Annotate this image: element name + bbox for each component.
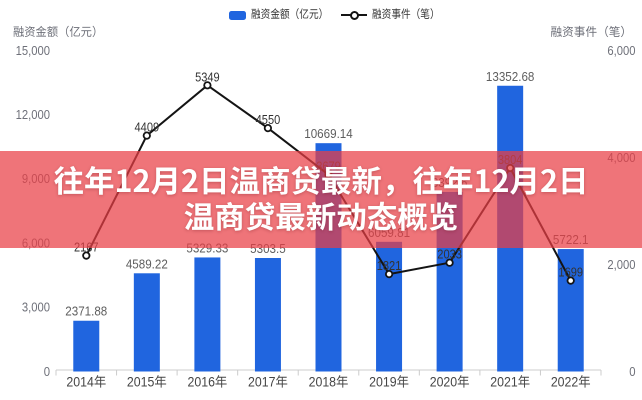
right-axis-title: 融资事件（笔）: [550, 25, 632, 39]
line-value-label: 4550: [256, 113, 281, 127]
line-point-marker[interactable]: [445, 258, 454, 267]
title-banner-overlay: 往年12月2日温商贷最新，往年12月2日 温商贷最新动态概览: [0, 151, 642, 248]
x-axis-category-label: 2014年: [66, 375, 106, 390]
line-point-marker[interactable]: [203, 81, 212, 90]
bar-value-label: 4589.22: [126, 256, 168, 271]
right-axis-tick-label: 0: [629, 365, 635, 379]
line-value-label: 1699: [558, 266, 583, 280]
funding-amount-bar[interactable]: [194, 257, 221, 372]
line-point-marker[interactable]: [142, 131, 151, 140]
legend-item-line-series[interactable]: 融资事件（笔）: [341, 8, 440, 22]
line-value-label: 2033: [437, 248, 462, 262]
line-value-label: 5349: [195, 70, 220, 84]
bar-value-label: 13352.68: [486, 69, 535, 84]
x-axis-category-label: 2016年: [187, 375, 227, 390]
banner-title-line2: 温商贷最新动态概览: [183, 192, 459, 237]
line-series-marker-icon: [341, 10, 367, 20]
line-value-label: 1821: [377, 259, 402, 273]
line-point-marker[interactable]: [82, 251, 91, 260]
line-point-marker[interactable]: [263, 124, 272, 133]
line-icon-ring: [349, 10, 359, 20]
left-axis-tick-label: 15,000: [16, 44, 50, 58]
chart-legend: 融资金额（亿元） 融资事件（笔）: [229, 6, 440, 24]
x-axis-category-label: 2019年: [369, 375, 409, 390]
line-point-marker[interactable]: [384, 269, 394, 279]
funding-amount-bar[interactable]: [73, 320, 100, 372]
x-axis-category-label: 2017年: [248, 375, 288, 390]
left-axis-tick-label: 3,000: [22, 301, 50, 315]
bar-value-label: 2371.88: [65, 304, 107, 319]
bar-value-label: 10669.14: [304, 126, 353, 141]
x-axis-category-label: 2022年: [551, 375, 591, 390]
left-axis-tick-label: 0: [44, 365, 50, 379]
funding-amount-bar[interactable]: [254, 258, 281, 372]
line-point-marker[interactable]: [566, 276, 575, 285]
banner-title: 往年12月2日温商贷最新，往年12月2日 温商贷最新动态概览: [0, 157, 642, 237]
funding-amount-bar[interactable]: [133, 273, 160, 372]
legend-label-line-series: 融资事件（笔）: [372, 9, 440, 21]
banner-title-line1: 往年12月2日温商贷最新，往年12月2日: [53, 157, 589, 201]
bar-series-swatch-icon: [229, 10, 246, 20]
x-axis-category-label: 2018年: [309, 375, 349, 390]
left-axis-title: 融资金额（亿元）: [13, 25, 104, 39]
x-axis-category-label: 2015年: [127, 375, 167, 390]
x-axis-category-label: 2021年: [490, 375, 530, 390]
legend-item-bar-series[interactable]: 融资金额（亿元）: [229, 8, 329, 22]
right-axis-tick-label: 6,000: [607, 44, 635, 58]
funding-amount-bar[interactable]: [376, 241, 403, 372]
left-axis-tick-label: 12,000: [16, 108, 50, 122]
line-value-label: 4409: [135, 121, 160, 135]
x-axis-category-label: 2020年: [430, 375, 470, 390]
right-axis-tick-label: 2,000: [607, 258, 635, 272]
legend-label-bar-series: 融资金额（亿元）: [251, 9, 329, 21]
funding-amount-bar[interactable]: [557, 249, 584, 372]
